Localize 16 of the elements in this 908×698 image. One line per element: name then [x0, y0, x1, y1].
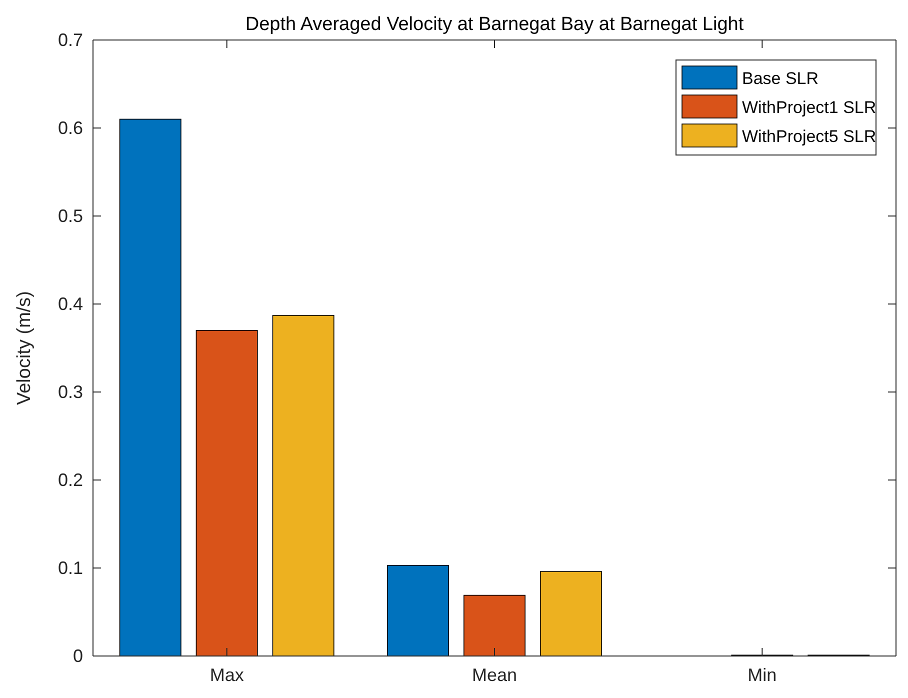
legend-label: WithProject5 SLR [742, 127, 876, 146]
y-tick-label: 0.6 [58, 118, 83, 138]
y-tick-label: 0.1 [58, 558, 83, 578]
chart-title: Depth Averaged Velocity at Barnegat Bay at Barnegat Light [245, 14, 744, 35]
x-tick-label: Mean [472, 664, 518, 685]
x-tick-label: Max [210, 664, 244, 685]
y-tick-label: 0 [72, 646, 83, 666]
y-tick-label: 0.7 [58, 30, 83, 50]
y-tick-label: 0.3 [58, 382, 83, 402]
y-tick-label: 0.5 [58, 206, 83, 226]
legend-label: Base SLR [742, 69, 819, 88]
y-tick-label: 0.4 [58, 294, 83, 314]
y-tick-label: 0.2 [58, 470, 83, 490]
y-axis-title: Velocity (m/s) [14, 290, 35, 406]
x-tick-label: Min [748, 664, 777, 685]
legend-label: WithProject1 SLR [742, 98, 876, 117]
